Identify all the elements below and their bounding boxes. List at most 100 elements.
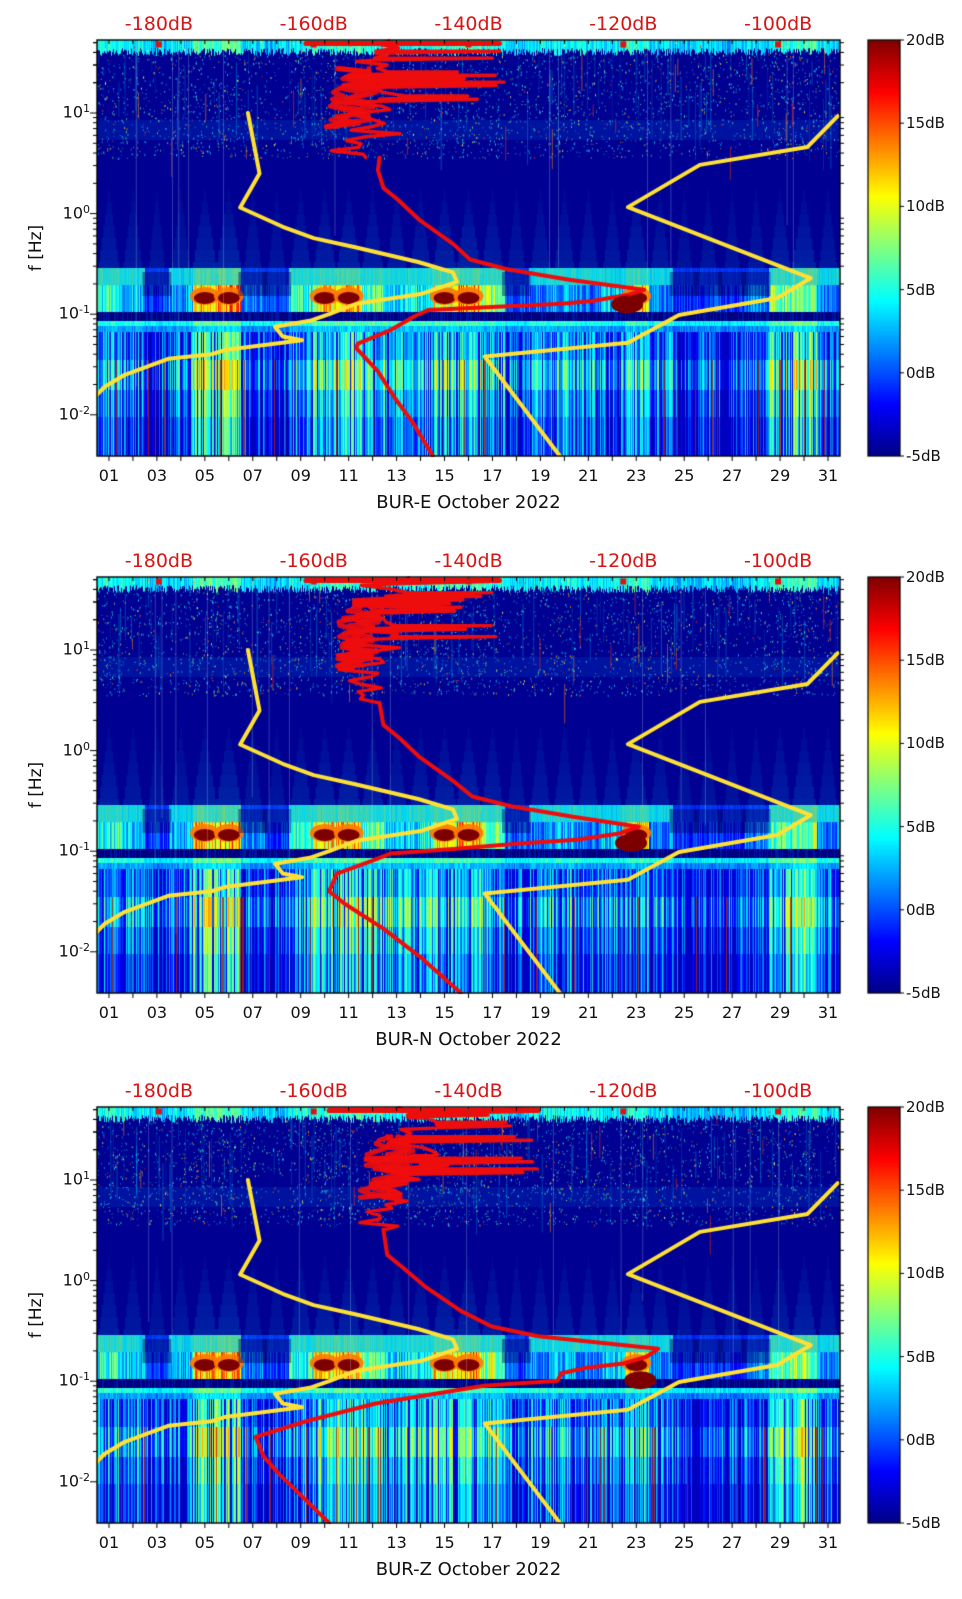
x-tick-label: 29: [769, 1003, 791, 1022]
x-tick-label: 15: [434, 466, 455, 485]
colorbar-label: 20dB: [906, 31, 945, 49]
top-axis-label: -140dB: [434, 13, 503, 35]
top-axis-label: -100dB: [743, 13, 813, 35]
colorbar-label: -5dB: [906, 984, 941, 1002]
x-tick-label: 01: [98, 1003, 120, 1022]
colorbar-label: 20dB: [906, 1098, 945, 1116]
top-axis-label: -160dB: [279, 13, 348, 35]
x-tick-label: 19: [530, 1003, 551, 1022]
top-axis-label: -160dB: [279, 1080, 348, 1102]
y-tick-base: 10: [58, 1370, 80, 1390]
y-tick-exponent: -1: [79, 1370, 90, 1384]
y-tick-base: 10: [58, 303, 80, 323]
colorbar-label: 5dB: [906, 1347, 936, 1366]
top-axis-label: -180dB: [124, 550, 194, 572]
x-tick-label: 15: [434, 1003, 455, 1022]
y-axis-title: f [Hz]: [26, 1291, 46, 1339]
x-tick-label: 21: [578, 1003, 599, 1022]
y-tick-label: 10-1: [36, 302, 90, 322]
y-tick-base: 10: [58, 941, 80, 961]
colorbar-label: -5dB: [906, 1514, 941, 1532]
x-tick-label: 29: [769, 466, 791, 485]
x-tick-label: 11: [338, 1003, 359, 1022]
y-tick-base: 10: [62, 639, 83, 659]
y-tick-label: 101: [36, 101, 90, 121]
y-tick-label: 100: [36, 202, 90, 222]
colorbar-label: 10dB: [906, 197, 945, 216]
panel-title: BUR-N October 2022: [375, 1029, 562, 1050]
y-tick-label: 10-2: [36, 1470, 90, 1490]
colorbar-label: 20dB: [906, 568, 945, 586]
y-tick-exponent: 0: [83, 739, 90, 753]
colorbar-label: 10dB: [906, 734, 945, 753]
x-tick-label: 07: [242, 466, 263, 485]
top-axis-label: -180dB: [124, 13, 194, 35]
x-tick-label: 31: [817, 1533, 839, 1552]
colorbar-label: 5dB: [906, 280, 936, 299]
x-tick-label: 17: [482, 1533, 503, 1552]
y-tick-label: 10-2: [36, 940, 90, 960]
x-tick-label: 13: [386, 1533, 407, 1552]
y-tick-label: 10-1: [36, 1369, 90, 1389]
y-tick-exponent: 0: [83, 1269, 90, 1283]
y-tick-exponent: -2: [79, 940, 90, 954]
y-tick-base: 10: [58, 1471, 80, 1491]
y-tick-base: 10: [58, 840, 80, 860]
x-tick-label: 01: [98, 466, 120, 485]
y-tick-base: 10: [58, 404, 80, 424]
x-tick-label: 23: [626, 1533, 647, 1552]
x-tick-label: 09: [290, 466, 311, 485]
y-tick-label: 100: [36, 739, 90, 759]
panel-title: BUR-E October 2022: [376, 492, 561, 513]
colorbar-label: 15dB: [906, 651, 945, 670]
y-tick-label: 101: [36, 638, 90, 658]
x-tick-label: 09: [290, 1533, 311, 1552]
x-tick-label: 27: [721, 466, 743, 485]
colorbar-label: 5dB: [906, 817, 936, 836]
x-tick-label: 01: [98, 1533, 120, 1552]
x-tick-label: 11: [338, 466, 359, 485]
x-tick-label: 05: [194, 466, 216, 485]
x-tick-label: 03: [146, 1533, 168, 1552]
x-tick-label: 15: [434, 1533, 455, 1552]
y-tick-base: 10: [62, 1169, 83, 1189]
x-tick-label: 13: [386, 1003, 407, 1022]
top-axis-label: -180dB: [124, 1080, 194, 1102]
y-tick-label: 101: [36, 1168, 90, 1188]
colorbar-label: 0dB: [906, 900, 936, 919]
y-tick-exponent: 1: [83, 102, 90, 115]
y-axis-title: f [Hz]: [26, 224, 46, 272]
top-axis-label: -160dB: [279, 550, 348, 572]
y-tick-base: 10: [62, 1269, 83, 1289]
x-tick-label: 31: [817, 1003, 839, 1022]
x-tick-label: 09: [290, 1003, 311, 1022]
y-tick-label: 10-2: [36, 403, 90, 423]
x-tick-label: 05: [194, 1003, 216, 1022]
top-axis-label: -140dB: [434, 550, 503, 572]
x-tick-label: 31: [817, 466, 839, 485]
x-tick-label: 05: [194, 1533, 216, 1552]
x-tick-label: 03: [146, 466, 168, 485]
x-tick-label: 27: [721, 1533, 743, 1552]
x-tick-label: 11: [338, 1533, 359, 1552]
x-tick-label: 25: [674, 1003, 695, 1022]
colorbar-label: 0dB: [906, 363, 936, 382]
y-tick-exponent: 1: [83, 639, 90, 652]
y-axis-title: f [Hz]: [26, 761, 46, 809]
x-tick-label: 17: [482, 1003, 503, 1022]
y-tick-base: 10: [62, 102, 83, 122]
top-axis-label: -140dB: [434, 1080, 503, 1102]
colorbar-label: 10dB: [906, 1264, 945, 1283]
colorbar-label: -5dB: [906, 447, 941, 465]
x-tick-label: 07: [242, 1533, 263, 1552]
top-axis-label: -100dB: [743, 1080, 813, 1102]
y-tick-exponent: -1: [79, 840, 90, 854]
x-tick-label: 21: [578, 466, 599, 485]
x-tick-label: 03: [146, 1003, 168, 1022]
top-axis-label: -120dB: [589, 13, 658, 35]
x-tick-label: 29: [769, 1533, 791, 1552]
x-tick-label: 13: [386, 466, 407, 485]
colorbar-label: 0dB: [906, 1430, 936, 1449]
y-tick-exponent: 1: [83, 1169, 90, 1182]
